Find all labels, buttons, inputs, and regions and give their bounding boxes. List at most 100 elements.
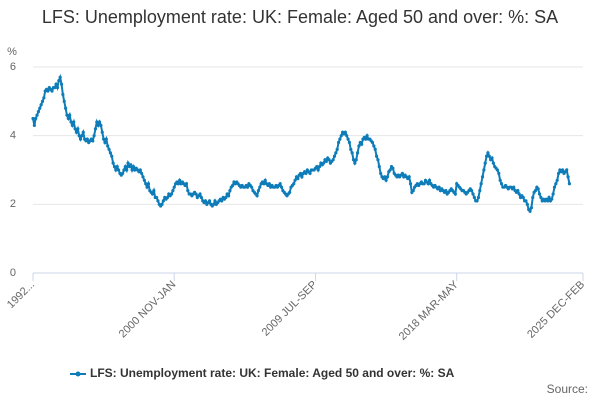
data-point [338, 137, 342, 141]
data-point [152, 189, 156, 193]
series-line [32, 73, 571, 214]
data-point [377, 164, 381, 169]
data-point [96, 123, 100, 127]
data-point [384, 178, 388, 182]
data-point [437, 185, 441, 189]
data-point [145, 185, 149, 189]
data-point [316, 168, 320, 172]
data-point [497, 171, 501, 176]
data-point [102, 137, 106, 141]
data-point [69, 120, 73, 124]
data-point [115, 164, 119, 169]
data-point [212, 202, 216, 206]
data-point [347, 140, 352, 145]
data-point [296, 176, 300, 181]
data-point [529, 206, 533, 210]
data-point [539, 195, 543, 200]
data-point [36, 110, 41, 114]
data-point [453, 192, 457, 196]
data-point [470, 189, 474, 193]
data-point [55, 86, 60, 90]
data-point [537, 192, 542, 196]
data-point [161, 199, 165, 203]
data-point [334, 151, 338, 155]
data-point [357, 144, 361, 148]
data-point [68, 113, 72, 117]
data-point [111, 161, 115, 165]
data-point [546, 199, 550, 203]
data-point [103, 140, 107, 145]
data-point [528, 209, 532, 213]
y-tick-label: 2 [10, 198, 16, 210]
data-point [335, 147, 339, 151]
data-point [471, 192, 475, 196]
data-point [74, 130, 79, 134]
data-point [122, 168, 126, 172]
chart-title: LFS: Unemployment rate: UK: Female: Aged… [41, 7, 559, 27]
data-point [32, 123, 36, 127]
x-tick-label: 2025 DEC-FEB [525, 279, 587, 341]
data-point [255, 194, 259, 198]
data-point [373, 147, 377, 151]
y-axis-label: % [7, 46, 17, 58]
data-point [126, 161, 130, 165]
x-tick-label: 2009 JUL-SEP [260, 279, 320, 339]
data-point [169, 192, 174, 196]
y-tick-label: 0 [10, 267, 16, 279]
data-point [350, 151, 354, 155]
data-point [479, 182, 483, 186]
data-point [142, 178, 146, 182]
data-point [444, 189, 448, 193]
data-point [258, 185, 262, 189]
data-point [130, 168, 134, 172]
data-point [495, 168, 500, 172]
data-point [554, 182, 558, 186]
data-point [278, 182, 282, 186]
data-point [146, 182, 151, 186]
data-point [220, 199, 224, 203]
data-point [176, 182, 180, 186]
data-point [374, 154, 379, 158]
x-tick-label: 1992... [5, 279, 37, 311]
data-point [517, 192, 521, 196]
data-point [231, 183, 235, 188]
data-point [383, 175, 387, 179]
data-point [531, 195, 535, 200]
data-point [376, 158, 380, 162]
data-point [107, 147, 111, 151]
data-point [298, 171, 303, 176]
data-point [50, 89, 54, 93]
data-point [426, 182, 430, 186]
data-point [256, 189, 261, 193]
data-point [487, 154, 491, 158]
data-point [95, 120, 99, 124]
data-point [31, 116, 35, 121]
data-point [324, 159, 328, 164]
data-point [184, 182, 189, 186]
data-point [150, 192, 155, 196]
data-point [46, 89, 50, 93]
data-point [379, 171, 383, 176]
data-point [331, 158, 335, 162]
data-point [385, 175, 390, 179]
data-point [263, 178, 267, 182]
data-point [364, 137, 368, 141]
data-point [171, 189, 175, 193]
data-point [78, 137, 83, 141]
data-point [112, 164, 117, 169]
data-point [203, 199, 208, 203]
data-point [39, 103, 43, 107]
data-point [160, 202, 164, 206]
data-point [354, 158, 358, 162]
data-point [422, 182, 426, 186]
data-point [165, 195, 170, 200]
data-point [199, 195, 203, 200]
data-point [336, 140, 341, 145]
data-point [92, 134, 96, 138]
data-point [525, 202, 529, 206]
data-point [304, 171, 308, 176]
data-point [267, 182, 271, 186]
data-point [194, 192, 198, 196]
data-point [106, 144, 110, 148]
data-point [327, 158, 331, 162]
